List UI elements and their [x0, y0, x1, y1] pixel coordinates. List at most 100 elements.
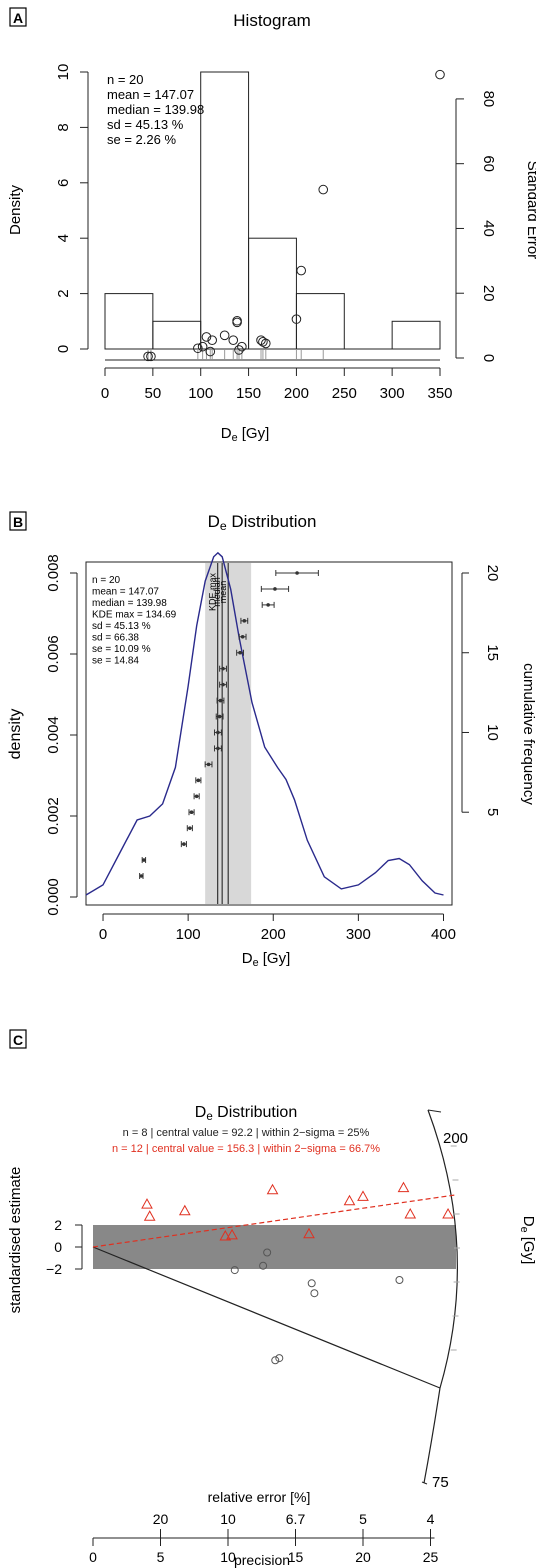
y-tick-label: 0.002 — [45, 797, 62, 835]
precision-tick-label: 0 — [89, 1549, 97, 1565]
data-point — [291, 314, 302, 324]
z-axis-label: De [Gy] — [518, 1216, 536, 1265]
data-point-group-1 — [263, 1248, 272, 1257]
errorbar-point — [216, 730, 220, 735]
stats-line: mean = 147.07 — [92, 587, 159, 598]
chart-title: De Distribution — [208, 512, 317, 533]
y-tick-label: 2 — [55, 289, 72, 297]
precision-tick-label: 10 — [220, 1549, 236, 1565]
y-tick-label: 0 — [55, 345, 72, 353]
data-point — [258, 337, 268, 347]
errorbar-point — [206, 762, 211, 767]
errorbar-point — [218, 698, 223, 703]
panel-label-b: B — [9, 511, 27, 531]
precision-tick-label: 15 — [288, 1549, 304, 1565]
x-tick-label: 300 — [380, 385, 405, 402]
data-point — [237, 341, 247, 352]
data-point-group-1 — [307, 1279, 316, 1288]
errorbar-point — [242, 619, 247, 623]
statistic-label: median — [212, 577, 222, 607]
svg-text:C: C — [13, 1032, 23, 1048]
data-point — [435, 69, 445, 80]
y-tick-label: 0.008 — [45, 554, 62, 592]
central-line-group-1 — [92, 1246, 441, 1389]
y-tick-label: 0 — [54, 1239, 62, 1255]
data-point — [219, 330, 230, 341]
data-point-group-1 — [230, 1266, 239, 1275]
chart-title: De Distribution — [195, 1104, 297, 1123]
stats-line: sd = 45.13 % — [107, 117, 184, 132]
y2-tick-label: 0 — [480, 354, 497, 362]
data-point-group-2 — [442, 1207, 454, 1219]
data-point — [205, 346, 216, 357]
x-axis-label: De [Gy] — [242, 950, 291, 969]
stats-line: KDE max = 134.69 — [92, 610, 177, 621]
radial-plot-panel: De Distribution n = 8 | central value = 9… — [7, 1104, 536, 1568]
precision-tick-label: 20 — [355, 1549, 371, 1565]
stats-line: se = 2.26 % — [107, 132, 176, 147]
relative-error-tick-label: 4 — [427, 1511, 435, 1527]
data-point — [296, 265, 307, 276]
errorbar-point — [139, 874, 144, 878]
relative-error-tick-label: 6.7 — [286, 1511, 306, 1527]
data-point — [261, 338, 271, 349]
x-tick-label: 150 — [236, 385, 261, 402]
errorbar-point — [221, 682, 225, 687]
errorbar-point — [142, 858, 146, 862]
errorbar-point — [216, 746, 220, 751]
x-tick-label: 100 — [176, 926, 201, 943]
x-tick-label: 0 — [101, 385, 109, 402]
x-tick-label: 0 — [99, 926, 107, 943]
y2-tick-label: 10 — [484, 724, 501, 741]
y2-axis-label: Standard Error — [524, 161, 536, 259]
y-tick-label: 0.006 — [45, 635, 62, 673]
y-tick-label: −2 — [46, 1261, 62, 1277]
data-point-group-2 — [266, 1183, 279, 1195]
precision-tick-label: 25 — [423, 1549, 439, 1565]
errorbar-point — [238, 650, 242, 655]
errorbar-point — [194, 794, 199, 799]
data-point — [207, 335, 217, 345]
data-point-group-2 — [141, 1198, 153, 1209]
errorbar-point — [217, 714, 222, 719]
y-tick-label: 2 — [54, 1217, 62, 1233]
panel-label-a: A — [9, 7, 27, 27]
relative-error-tick-label: 20 — [153, 1511, 169, 1527]
histogram-bar — [152, 320, 202, 350]
x-tick-label: 400 — [431, 926, 456, 943]
data-point — [197, 341, 208, 352]
data-point — [318, 184, 329, 195]
x-tick-label: 100 — [188, 385, 213, 402]
data-point-group-2 — [343, 1194, 356, 1206]
relative-error-tick-label: 5 — [359, 1511, 367, 1527]
arc-end-tick — [427, 1109, 442, 1113]
errorbar-point — [182, 842, 186, 846]
y-axis-label: Density — [7, 184, 24, 235]
errorbar-point — [188, 826, 192, 830]
x-tick-label: 250 — [332, 385, 357, 402]
density-curve — [85, 551, 444, 896]
panel-label-c: C — [9, 1029, 27, 1049]
y2-tick-label: 60 — [480, 155, 497, 172]
errorbar-point — [221, 666, 225, 671]
x-tick-label: 350 — [427, 385, 452, 402]
errorbar-point — [189, 810, 194, 815]
data-point-group-1 — [275, 1354, 284, 1363]
data-point-group-2 — [143, 1210, 156, 1221]
data-point-group-1 — [395, 1276, 404, 1284]
svg-text:B: B — [13, 514, 23, 530]
histogram-bar — [248, 237, 297, 350]
histogram-bar — [200, 71, 250, 350]
z-axis-arc-lower — [423, 1387, 441, 1484]
stats-line: se = 10.09 % — [92, 644, 151, 655]
subtitle-group-1: n = 8 | central value = 92.2 | within 2−… — [123, 1127, 370, 1139]
y2-tick-label: 5 — [484, 808, 501, 816]
data-point — [232, 315, 242, 326]
relative-error-label: relative error [%] — [208, 1489, 311, 1505]
y-tick-label: 0.004 — [45, 716, 62, 754]
y-tick-label: 0.000 — [45, 878, 62, 916]
svg-text:A: A — [13, 10, 23, 26]
stats-line: median = 139.98 — [107, 102, 204, 117]
data-point — [201, 332, 212, 342]
